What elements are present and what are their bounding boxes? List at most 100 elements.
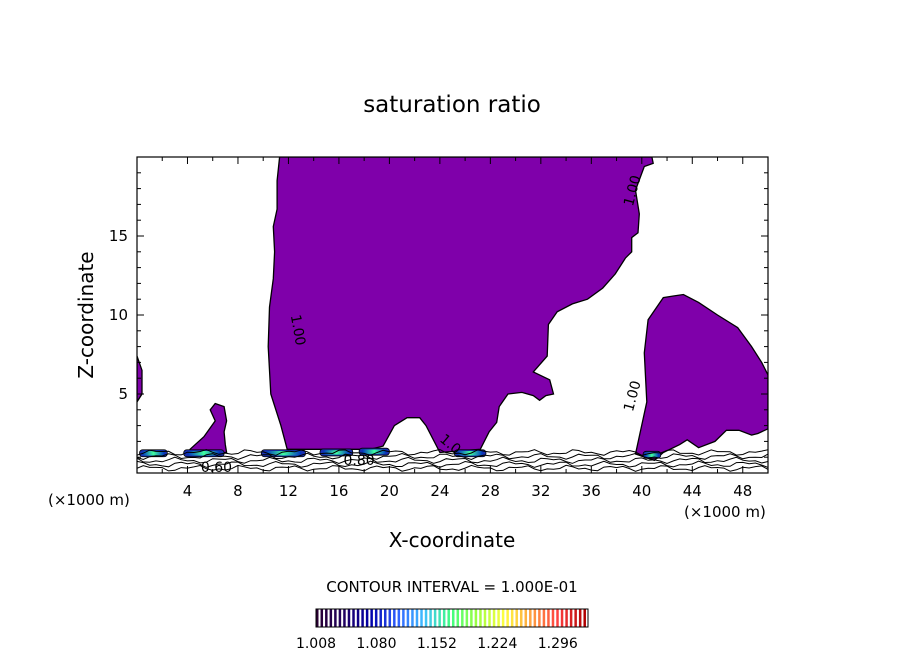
colorbar-swatch [325,609,328,627]
region-main-plume [267,157,654,454]
colorbar-swatch [388,609,392,627]
surface-contour-line [137,456,768,465]
colorbar-swatch [438,609,441,627]
contour-label: 1.00 [621,379,645,413]
surface-contour-line [137,448,768,456]
x-tick-label: 32 [531,482,550,500]
colorbar-swatch [529,609,532,627]
surface-contour-line [137,464,768,472]
x-unit-left: (×1000 m) [48,491,130,509]
contour-interval-label: CONTOUR INTERVAL = 1.000E-01 [326,578,577,596]
colorbar-swatch [560,609,564,627]
x-axis-label: X-coordinate [389,528,516,552]
x-tick-label: 48 [733,482,752,500]
colorbar-swatch [347,609,351,627]
colorbar-swatch [483,609,487,627]
colorbar-swatch [524,609,528,627]
x-tick-label: 16 [329,482,348,500]
colorbar-swatch [497,609,500,627]
colorbar-swatch [456,609,460,627]
colorbar-swatch [520,609,523,627]
colorbar-swatch [420,609,423,627]
contour-label: 0.60 [201,460,232,476]
surface-contour-line [137,452,768,461]
y-tick-label: 15 [109,227,128,245]
colorbar-swatch [393,609,396,627]
colorbar-swatch [370,609,373,627]
colorbar-swatch [533,609,537,627]
colorbar-swatch [320,609,324,627]
x-tick-label: 12 [279,482,298,500]
surface-contours [137,448,768,472]
colorbar-swatch [352,609,355,627]
x-tick-label: 28 [481,482,500,500]
colorbar-swatch [465,609,469,627]
colorbar-swatch [356,609,360,627]
colorbar-label: 1.152 [417,636,457,652]
colorbar-swatch [492,609,496,627]
colorbar-swatch [578,609,582,627]
x-tick-label: 4 [183,482,193,500]
colorbar-swatch [343,609,346,627]
colorbar-swatch [583,609,586,627]
x-tick-label: 44 [683,482,702,500]
colorbar [315,608,589,628]
colorbar-swatch [329,609,333,627]
colorbar-swatch [569,609,573,627]
colorbar-swatch [547,609,550,627]
region-right-blob [634,293,768,462]
contour-label: 0.80 [344,453,375,469]
x-tick-label: 8 [233,482,243,500]
colorbar-swatch [538,609,541,627]
colorbar-swatch [316,609,319,627]
colorbar-swatch [501,609,505,627]
x-axis-ticks: 4 8 12 16 20 24 28 32 36 40 44 48 [161,157,752,500]
surface-contour-line [137,460,768,468]
contour-label: 1.00 [621,174,645,208]
y-axis-label: Z-coordinate [74,251,98,378]
colorbar-swatch [374,609,378,627]
colorbar-swatch [510,609,514,627]
colorbar-swatch [461,609,464,627]
colorbar-label: 1.008 [296,636,336,652]
colorbar-swatch [506,609,509,627]
x-tick-label: 20 [380,482,399,500]
plot-area [137,157,768,472]
y-axis-ticks: 5 10 15 [109,172,768,458]
spot-inner [362,449,387,454]
colorbar-swatch [542,609,546,627]
colorbar-swatch [556,609,559,627]
x-tick-label: 40 [632,482,651,500]
spot-inner [142,451,165,456]
colorbar-label: 1.224 [477,636,517,652]
region-left-edge [137,355,143,404]
colorbar-swatch [565,609,568,627]
colorbar-swatch [429,609,432,627]
colorbar-swatch [479,609,482,627]
colorbar-swatch [470,609,473,627]
colorbar-swatch [379,609,382,627]
colorbar-swatch [442,609,446,627]
x-tick-label: 24 [430,482,449,500]
colorbar-swatch [406,609,410,627]
colorbar-swatch [397,609,401,627]
x-unit-right: (×1000 m) [684,503,766,521]
colorbar-swatch [361,609,364,627]
colorbar-swatch [334,609,337,627]
colorbar-swatch [574,609,577,627]
colorbar-labels: 1.008 1.080 1.152 1.224 1.296 [296,636,578,652]
colorbar-swatch [488,609,491,627]
x-tick-label: 36 [582,482,601,500]
region-left-hump [189,402,228,454]
colorbar-swatch [411,609,414,627]
colorbar-swatch [551,609,555,627]
colorbar-swatch [365,609,369,627]
contour-label: 1.00 [287,313,308,346]
colorbar-swatch [515,609,518,627]
colorbar-swatch [424,609,428,627]
spot-inner [265,451,302,456]
colorbar-swatch [384,609,387,627]
y-tick-label: 5 [118,385,128,403]
supersaturation-regions [137,157,768,462]
